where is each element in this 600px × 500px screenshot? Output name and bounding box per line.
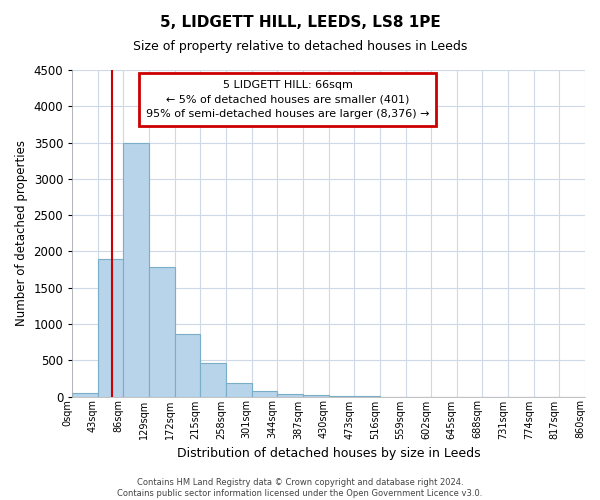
X-axis label: Distribution of detached houses by size in Leeds: Distribution of detached houses by size … [177, 447, 481, 460]
Bar [226, 384, 251, 396]
Bar [251, 390, 277, 396]
Bar [200, 363, 226, 396]
Bar [72, 393, 98, 396]
Text: Contains HM Land Registry data © Crown copyright and database right 2024.
Contai: Contains HM Land Registry data © Crown c… [118, 478, 482, 498]
Bar [303, 395, 329, 396]
Bar [175, 334, 200, 396]
Bar [277, 394, 303, 396]
Bar [124, 142, 149, 396]
Text: 5 LIDGETT HILL: 66sqm
← 5% of detached houses are smaller (401)
95% of semi-deta: 5 LIDGETT HILL: 66sqm ← 5% of detached h… [146, 80, 430, 120]
Text: Size of property relative to detached houses in Leeds: Size of property relative to detached ho… [133, 40, 467, 53]
Bar [149, 268, 175, 396]
Y-axis label: Number of detached properties: Number of detached properties [15, 140, 28, 326]
Text: 5, LIDGETT HILL, LEEDS, LS8 1PE: 5, LIDGETT HILL, LEEDS, LS8 1PE [160, 15, 440, 30]
Bar [98, 258, 124, 396]
